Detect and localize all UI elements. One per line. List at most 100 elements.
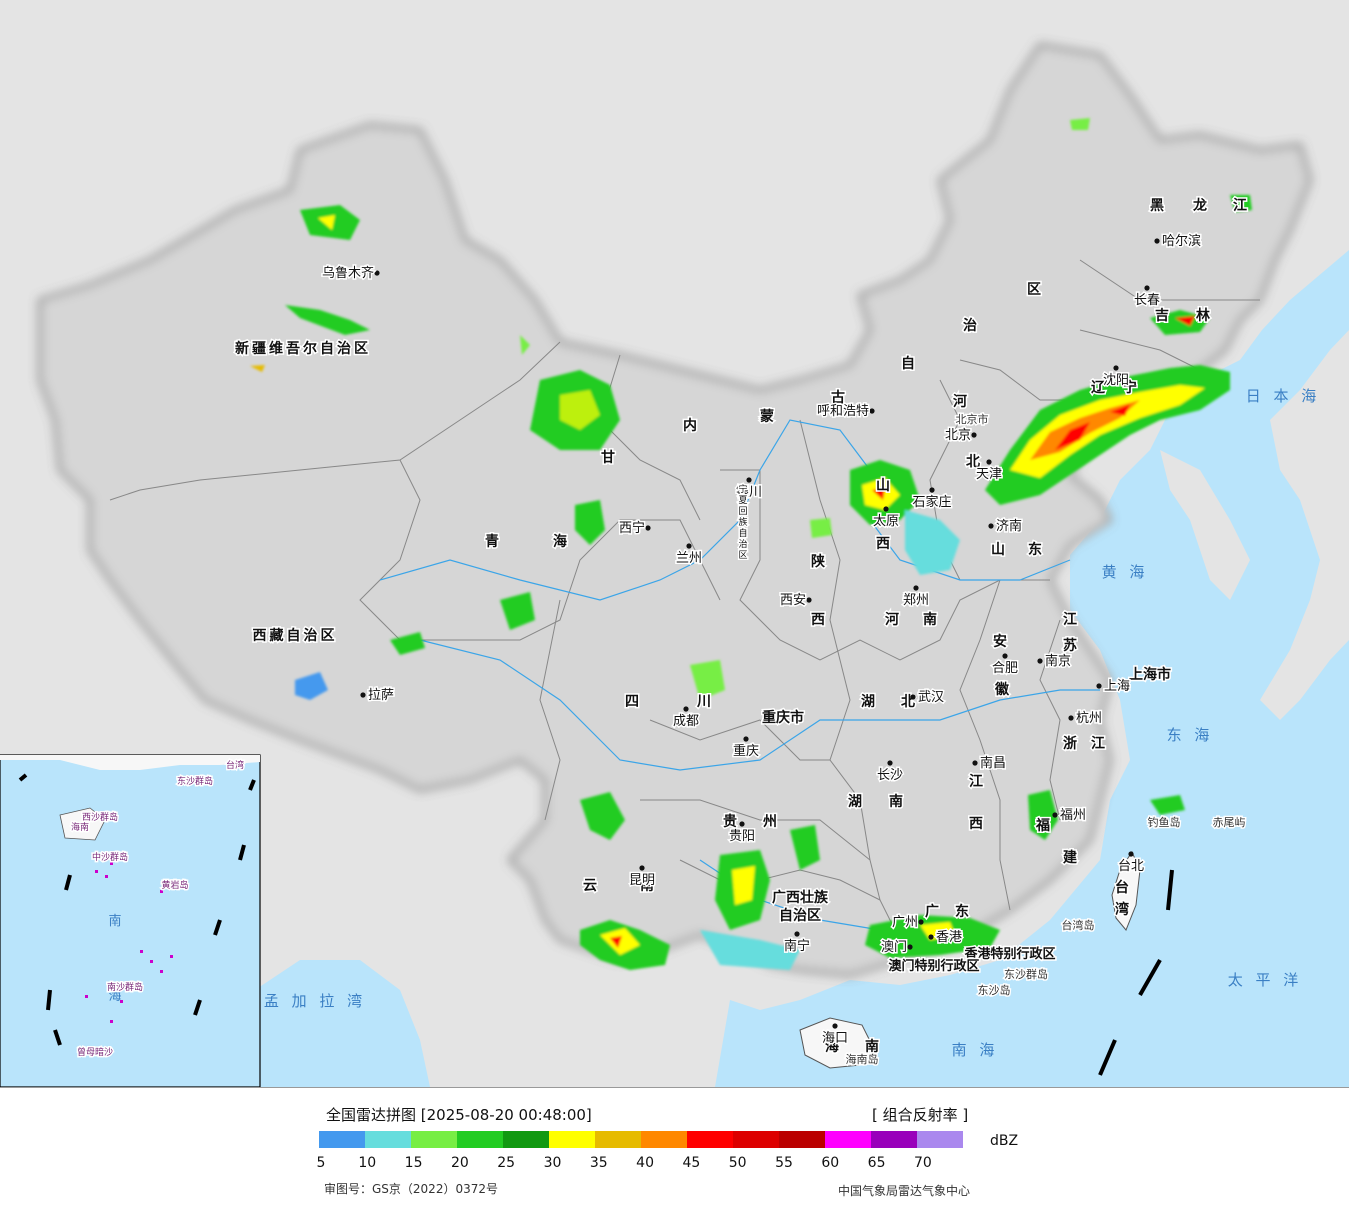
region-label: 辽 <box>1091 380 1106 396</box>
scale-tick: 10 <box>358 1155 377 1171</box>
city-label: 杭州 <box>1076 711 1102 726</box>
city-label: 长沙 <box>877 768 903 783</box>
sea-label: 日 本 海 <box>1246 387 1321 405</box>
city-label: 重庆 <box>733 743 759 759</box>
inset-label: 曾母暗沙 <box>77 1046 113 1058</box>
city-dot <box>1096 683 1102 689</box>
region-label: 湾 <box>1115 901 1129 918</box>
region-label: 自治区 <box>779 907 821 924</box>
product-name: [ 组合反射率 ] <box>872 1106 969 1124</box>
region-label: 治 <box>963 317 977 334</box>
small-label: 夏 <box>738 495 747 506</box>
inset-label: 东沙群岛 <box>177 775 213 787</box>
small-label: 宁 <box>738 483 747 495</box>
city-label: 澳门 <box>881 939 907 955</box>
region-label: 西 <box>969 816 983 832</box>
region-label: 内 <box>683 417 697 434</box>
city-label: 济南 <box>996 518 1022 534</box>
scale-tick: 45 <box>682 1155 701 1171</box>
region-label: 东 <box>1028 541 1042 558</box>
small-label: 东沙岛 <box>978 983 1011 997</box>
radar-map[interactable]: 新疆维吾尔自治区 西藏自治区青海甘内蒙古自治区黑龙江吉林辽宁河北山西山东陕西河南江… <box>0 0 1349 1088</box>
city-label: 乌鲁木齐 <box>322 265 374 281</box>
small-label: 族 <box>738 516 747 528</box>
city-dot <box>683 706 689 712</box>
scale-swatch-11 <box>825 1131 871 1148</box>
region-label: 湖 <box>861 694 875 710</box>
scale-swatch-3 <box>457 1131 503 1148</box>
legend-title: 全国雷达拼图 [2025-08-20 00:48:00] <box>326 1106 592 1124</box>
inset-south-china-sea <box>0 754 261 1088</box>
scale-swatch-2 <box>411 1131 457 1148</box>
inset-sea-label: 海 <box>108 989 121 1004</box>
city-dot <box>910 694 916 700</box>
region-label: 贵 <box>723 813 737 830</box>
city-label: 呼和浩特 <box>817 404 869 419</box>
small-label: 自 <box>738 527 747 539</box>
small-label: 台湾岛 <box>1062 918 1095 932</box>
city-dot <box>1113 365 1119 371</box>
city-label: 石家庄 <box>912 494 951 510</box>
small-label: 赤尾屿 <box>1213 816 1246 829</box>
region-label: 江 <box>1063 611 1077 628</box>
region-label: 青 <box>485 533 499 550</box>
region-label: 黑 <box>1150 198 1164 214</box>
scale-tick: 50 <box>728 1155 747 1171</box>
city-label: 西安 <box>780 593 806 608</box>
city-label: 贵阳 <box>729 829 755 844</box>
region-label: 东 <box>955 903 969 920</box>
region-label: 江 <box>1233 197 1247 214</box>
city-label: 拉萨 <box>368 688 394 703</box>
city-label: 银川 <box>736 485 762 500</box>
review-number: 审图号：GS京（2022）0372号 <box>324 1182 498 1196</box>
city-dot <box>913 585 919 591</box>
city-dot <box>986 459 992 465</box>
region-label: 澳门特别行政区 <box>888 958 979 974</box>
scale-tick: 35 <box>589 1155 608 1171</box>
scale-tick: 30 <box>543 1155 562 1171</box>
region-label: 广西壮族 <box>772 889 829 906</box>
region-label: 北 <box>966 454 980 470</box>
city-label: 太原 <box>873 514 899 529</box>
city-dot <box>746 477 752 483</box>
scale-swatch-10 <box>779 1131 825 1148</box>
scale-tick: 70 <box>913 1155 932 1171</box>
organization: 中国气象局雷达气象中心 <box>838 1184 971 1198</box>
city-label: 海口 <box>822 1031 848 1046</box>
scale-swatch-5 <box>549 1131 595 1148</box>
inset-sea-label: 南 <box>108 913 121 929</box>
city-label: 天津 <box>976 467 1002 482</box>
city-label: 成都 <box>673 714 699 729</box>
scale-tick: 60 <box>821 1155 840 1171</box>
city-dot <box>686 543 692 549</box>
region-label: 山 <box>991 542 1005 558</box>
city-dot <box>639 865 645 871</box>
scale-swatch-7 <box>641 1131 687 1148</box>
city-dot <box>360 692 366 698</box>
region-label: 河 <box>885 611 899 628</box>
city-dot <box>739 821 745 827</box>
region-label: 州 <box>762 814 777 830</box>
region-label: 重庆市 <box>762 709 804 726</box>
region-label: 西藏自治区 <box>253 627 338 644</box>
city-dot <box>794 931 800 937</box>
scale-ticks: 5 10 15 20 25 30 35 40 45 50 55 60 65 70 <box>0 1155 1349 1173</box>
scale-swatch-12 <box>871 1131 917 1148</box>
radar-echoes <box>250 118 1252 970</box>
region-label: 南 <box>865 1038 879 1055</box>
scale-swatch-6 <box>595 1131 641 1148</box>
region-label: 甘 <box>601 449 615 466</box>
sea-label: 太 平 洋 <box>1228 971 1303 989</box>
region-label: 新疆维吾尔自治区 <box>235 340 371 357</box>
region-label: 西 <box>876 536 890 552</box>
color-scale <box>319 1131 963 1148</box>
region-label: 河 <box>953 393 967 410</box>
city-dot <box>1037 658 1043 664</box>
scale-swatch-9 <box>733 1131 779 1148</box>
region-label: 云 <box>583 878 597 894</box>
region-label: 四 <box>625 694 639 710</box>
small-label: 回 <box>738 506 747 517</box>
scale-swatch-13 <box>917 1131 963 1148</box>
inset-islands <box>85 862 173 1023</box>
